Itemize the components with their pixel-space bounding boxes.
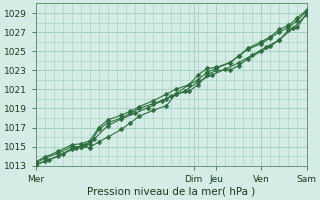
X-axis label: Pression niveau de la mer( hPa ): Pression niveau de la mer( hPa ) [87, 187, 255, 197]
